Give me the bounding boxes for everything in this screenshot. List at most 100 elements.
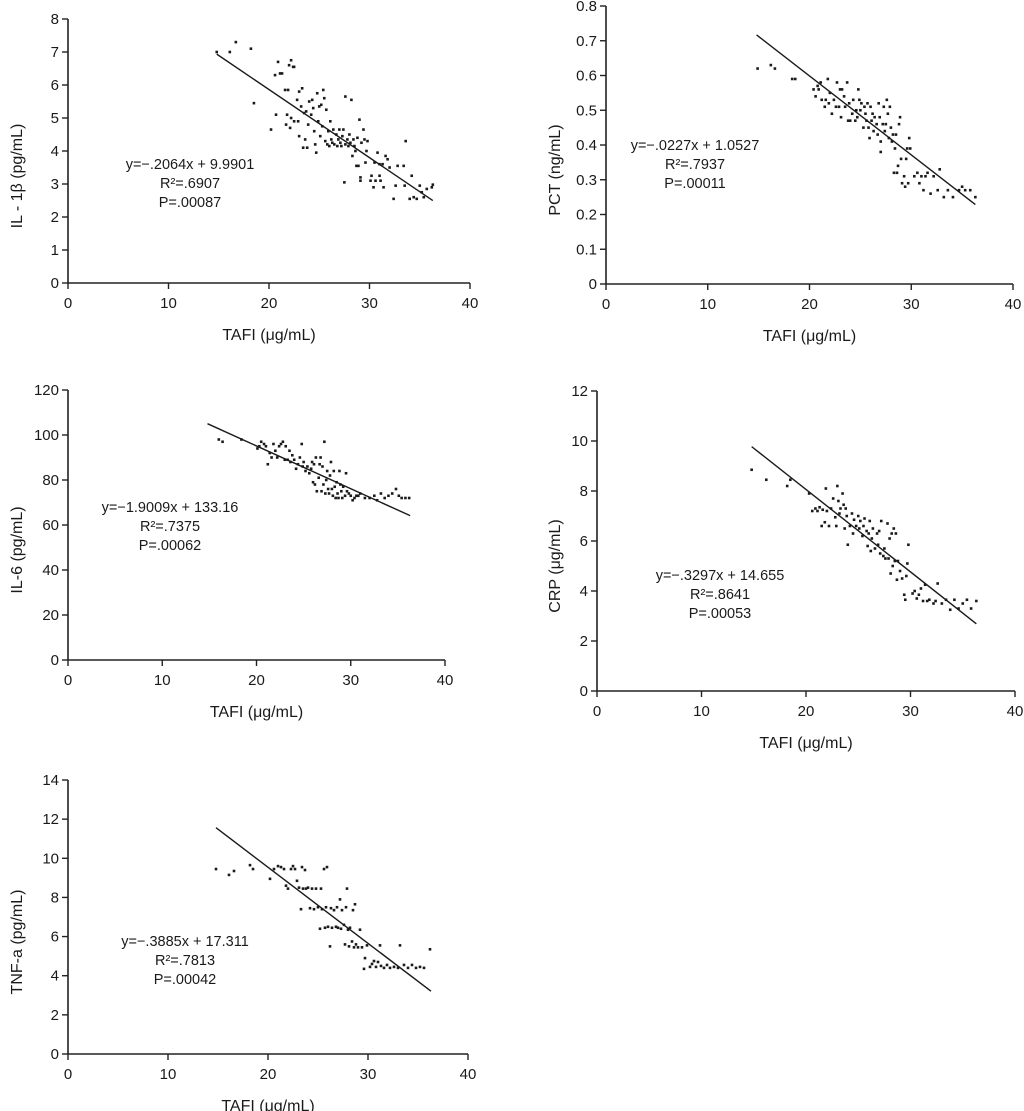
- data-point: [364, 161, 367, 164]
- data-point: [975, 599, 978, 603]
- data-point: [313, 143, 317, 146]
- data-point: [217, 438, 221, 441]
- data-point: [906, 181, 910, 185]
- data-point: [314, 456, 318, 459]
- data-point: [877, 529, 881, 533]
- y-axis-label: IL-6 (pg/mL): [9, 506, 26, 593]
- data-point: [333, 485, 337, 489]
- data-point: [300, 87, 304, 90]
- data-point: [903, 185, 907, 188]
- data-point: [854, 524, 858, 528]
- data-point: [330, 138, 333, 141]
- data-point: [817, 88, 820, 91]
- data-point: [348, 133, 351, 136]
- data-point: [368, 965, 372, 969]
- data-point: [305, 146, 309, 149]
- data-point: [351, 498, 354, 502]
- data-point: [397, 494, 401, 498]
- y-tick-label: 0.8: [576, 0, 597, 15]
- data-point: [384, 154, 387, 158]
- data-point: [932, 602, 935, 605]
- data-point: [336, 492, 339, 495]
- data-point: [948, 608, 952, 612]
- regression-line: [751, 446, 977, 625]
- data-point: [847, 102, 851, 105]
- data-point: [318, 134, 322, 138]
- data-point: [871, 112, 874, 116]
- data-point: [308, 906, 312, 910]
- data-point: [378, 944, 382, 947]
- data-point: [902, 174, 906, 178]
- data-point: [381, 162, 384, 166]
- data-point: [388, 966, 392, 970]
- data-point: [336, 926, 340, 930]
- data-point: [338, 469, 341, 473]
- data-point: [934, 599, 937, 603]
- data-point: [858, 98, 861, 102]
- data-point: [269, 128, 273, 131]
- p-value-label: P=.00053: [689, 606, 752, 622]
- data-point: [214, 867, 218, 871]
- data-point: [844, 507, 848, 510]
- data-point: [379, 964, 383, 968]
- data-point: [790, 77, 794, 81]
- data-point: [908, 147, 912, 150]
- data-point: [418, 184, 422, 187]
- data-point: [326, 925, 330, 929]
- data-point: [965, 598, 969, 602]
- data-point: [300, 442, 304, 446]
- data-point: [848, 524, 852, 528]
- data-point: [312, 462, 316, 466]
- data-point: [363, 496, 367, 500]
- data-point: [360, 946, 364, 949]
- data-point: [359, 176, 362, 179]
- data-point: [896, 559, 900, 563]
- data-point: [835, 81, 839, 84]
- data-point: [392, 197, 395, 201]
- data-point: [275, 456, 279, 459]
- data-point: [839, 507, 842, 510]
- data-point: [297, 90, 301, 93]
- x-tick-label: 40: [437, 672, 454, 689]
- data-point: [306, 465, 309, 468]
- data-point: [285, 113, 289, 116]
- data-point: [814, 95, 817, 98]
- data-point: [331, 494, 335, 498]
- data-point: [853, 119, 857, 122]
- data-point: [355, 164, 358, 168]
- data-point: [869, 549, 873, 553]
- data-point: [365, 944, 369, 947]
- data-point: [894, 133, 898, 136]
- data-point: [868, 519, 872, 523]
- data-point: [969, 607, 973, 610]
- data-point: [838, 88, 842, 91]
- data-point: [344, 905, 348, 909]
- data-point: [331, 141, 334, 145]
- data-point: [843, 527, 846, 530]
- y-tick-label: 2: [51, 209, 59, 226]
- data-point: [344, 471, 348, 475]
- data-point: [325, 469, 329, 473]
- data-point: [398, 944, 402, 947]
- data-point: [400, 496, 403, 500]
- data-point: [283, 88, 287, 92]
- data-point: [968, 188, 972, 192]
- data-point: [878, 115, 882, 119]
- y-tick-label: 10: [571, 433, 588, 450]
- x-tick-label: 20: [248, 672, 265, 689]
- data-point: [292, 120, 296, 123]
- data-point: [288, 126, 292, 130]
- x-tick-label: 10: [160, 1066, 177, 1083]
- x-axis-label: TAFI (μg/mL): [221, 1098, 314, 1111]
- data-point: [278, 72, 282, 75]
- data-point: [311, 106, 315, 110]
- data-point: [316, 120, 320, 123]
- data-point: [789, 478, 792, 482]
- data-point: [888, 537, 891, 540]
- data-point: [356, 946, 360, 949]
- data-point: [936, 582, 939, 585]
- data-point: [339, 927, 343, 931]
- data-point: [340, 144, 343, 148]
- data-point: [404, 496, 407, 500]
- data-point: [335, 905, 339, 909]
